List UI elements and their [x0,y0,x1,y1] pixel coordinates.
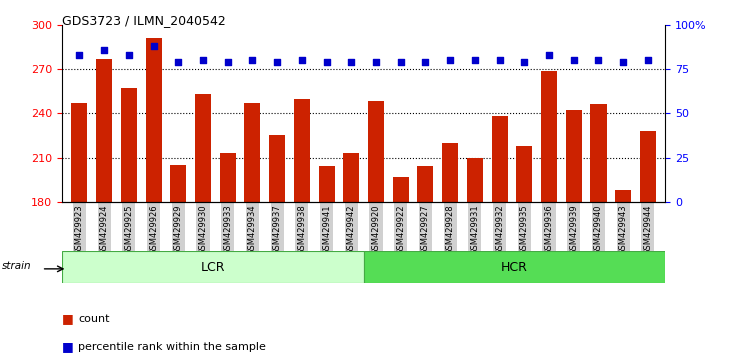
Bar [364,251,665,283]
Bar [491,116,507,202]
Bar [269,136,285,202]
Point [346,59,357,65]
Text: percentile rank within the sample: percentile rank within the sample [78,342,266,352]
Bar [616,190,632,202]
Bar [72,103,88,202]
Point [222,59,234,65]
Point [568,57,580,63]
Point [197,57,209,63]
Bar [368,102,384,202]
Point [173,59,184,65]
Bar [566,110,582,202]
Point [370,59,382,65]
Bar [591,104,607,202]
Text: ■: ■ [62,341,74,353]
Bar [170,165,186,202]
Point [593,57,605,63]
Bar [442,143,458,202]
Point [642,57,654,63]
Point [420,59,431,65]
Bar [640,131,656,202]
Bar [62,251,364,283]
Bar [467,158,483,202]
Point [469,57,481,63]
Text: strain: strain [1,261,31,271]
Bar [294,98,310,202]
Text: GDS3723 / ILMN_2040542: GDS3723 / ILMN_2040542 [62,14,226,27]
Text: HCR: HCR [501,261,528,274]
Text: count: count [78,314,110,324]
Point [321,59,333,65]
Point [98,47,110,52]
Point [296,57,308,63]
Bar [244,103,260,202]
Text: ■: ■ [62,312,74,325]
Text: LCR: LCR [200,261,225,274]
Bar [145,38,162,202]
Point [518,59,530,65]
Bar [96,59,112,202]
Bar [121,88,137,202]
Bar [195,94,211,202]
Point [493,57,505,63]
Point [246,57,258,63]
Point [444,57,456,63]
Point [395,59,406,65]
Bar [220,153,236,202]
Point [271,59,283,65]
Bar [541,70,557,202]
Point [148,43,159,49]
Bar [344,153,360,202]
Point [123,52,135,58]
Bar [319,166,335,202]
Point [618,59,629,65]
Bar [393,177,409,202]
Point [543,52,555,58]
Point [74,52,86,58]
Bar [417,166,433,202]
Bar [516,146,532,202]
